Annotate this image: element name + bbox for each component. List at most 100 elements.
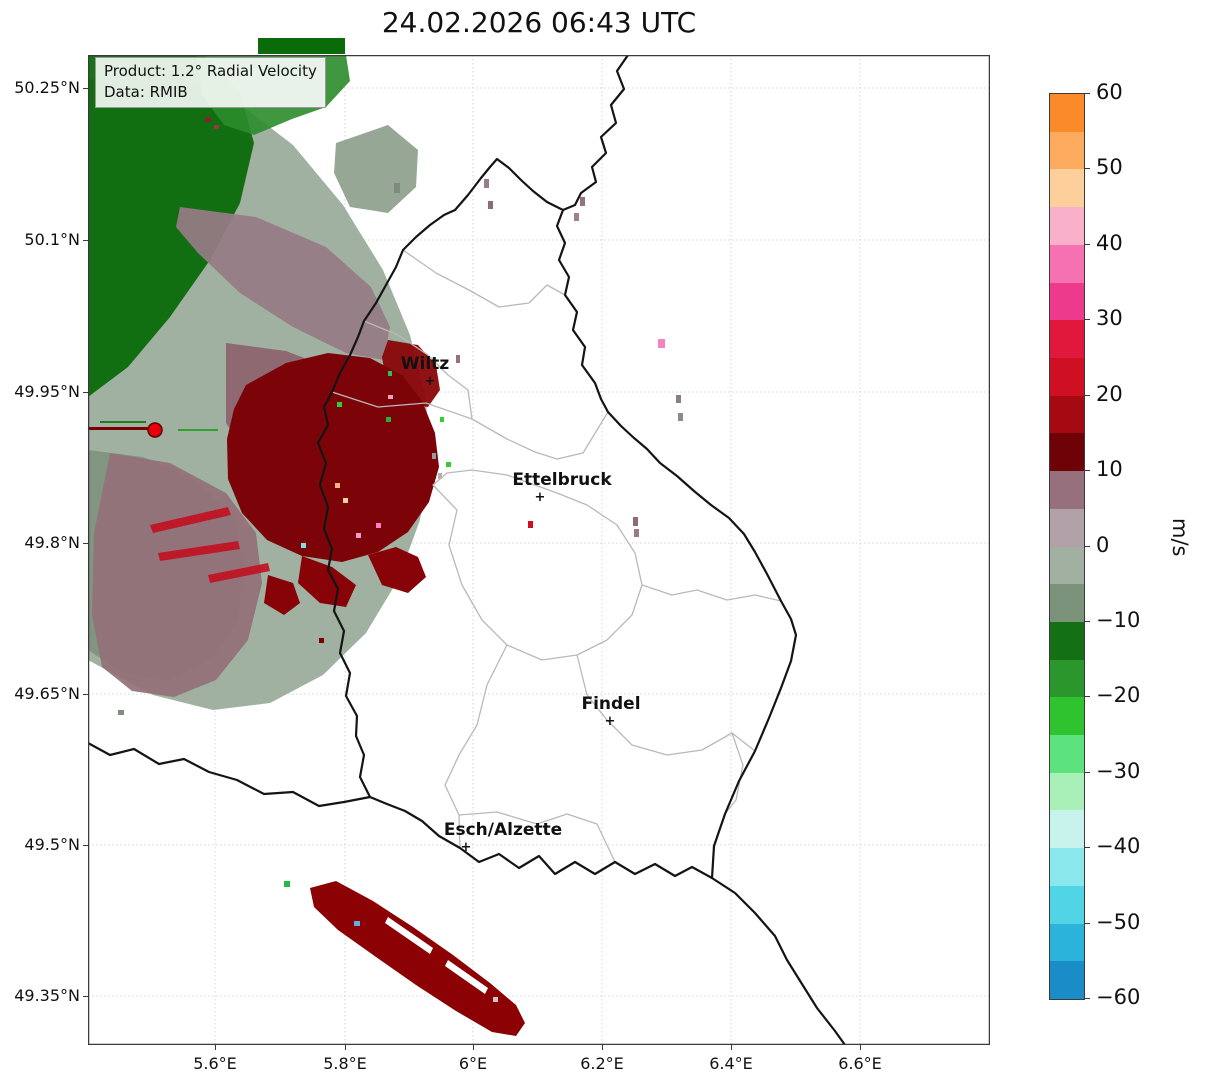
radar-speckle xyxy=(388,371,392,376)
colorbar-tick-label: 0 xyxy=(1096,532,1110,557)
radar-site xyxy=(147,422,163,438)
radar-speckle xyxy=(354,921,360,926)
x-tick-label: 5.8°E xyxy=(323,1054,367,1073)
city-label: Ettelbruck xyxy=(512,470,612,490)
colorbar-segment xyxy=(1050,207,1084,246)
colorbar-segment xyxy=(1050,94,1084,133)
radar-speckle xyxy=(376,523,381,528)
radar-echo-above-frame xyxy=(258,38,345,54)
radar-speckle xyxy=(118,710,124,715)
info-box: Product: 1.2° Radial Velocity Data: RMIB xyxy=(95,57,326,108)
colorbar-segment xyxy=(1050,433,1084,472)
radar-speckle xyxy=(484,179,489,188)
y-tick-mark xyxy=(83,694,88,695)
colorbar-tick-mark xyxy=(1085,319,1090,321)
plot-frame xyxy=(88,55,990,1045)
colorbar-tick-label: −60 xyxy=(1096,985,1141,1009)
y-tick-label: 49.95°N xyxy=(14,382,80,401)
colorbar-tick-mark xyxy=(1085,620,1090,622)
colorbar-segment xyxy=(1050,848,1084,887)
y-tick-mark xyxy=(83,240,88,241)
colorbar-tick-label: 10 xyxy=(1096,457,1123,482)
radar-echo-dark-red-lump-s2 xyxy=(368,547,426,593)
colorbar-tick-mark xyxy=(1085,545,1090,547)
radar-echo-dark-red-main xyxy=(227,353,439,562)
colorbar-segment xyxy=(1050,621,1084,661)
colorbar-segment xyxy=(1050,320,1084,359)
district-border xyxy=(576,654,756,756)
cities: +Wiltz+Ettelbruck+Findel+Esch/Alzette xyxy=(401,354,641,855)
y-tick-label: 49.65°N xyxy=(14,684,80,703)
colorbar-segment xyxy=(1050,810,1084,849)
radar-beam xyxy=(88,427,150,430)
map-plot-area: + Wiltz + Ettelbruck + Findel + Esch/Alzette xyxy=(88,55,990,1045)
radar-speckle xyxy=(301,543,306,548)
x-tick-label: 6.2°E xyxy=(580,1054,624,1073)
colorbar-segment xyxy=(1050,697,1084,736)
x-tick-label: 6.4°E xyxy=(709,1054,753,1073)
colorbar-tick-mark xyxy=(1085,771,1090,773)
y-tick-mark xyxy=(83,392,88,393)
radar-speckle xyxy=(493,997,498,1002)
info-product-line: Product: 1.2° Radial Velocity xyxy=(104,62,317,80)
y-tick-mark xyxy=(83,996,88,997)
colorbar-tick-mark xyxy=(1085,243,1090,245)
colorbar-segment xyxy=(1050,961,1084,999)
radar-echo-red-streak-3 xyxy=(208,563,270,583)
x-tick-mark xyxy=(602,1045,603,1050)
y-tick-mark xyxy=(83,543,88,544)
radar-echo-dark-red-lump-s3 xyxy=(264,575,300,615)
colorbar-tick-mark xyxy=(1085,394,1090,396)
district-border xyxy=(724,732,744,815)
district-border xyxy=(363,320,473,420)
y-tick-label: 50.1°N xyxy=(24,230,80,249)
colorbar-segment xyxy=(1050,357,1084,397)
x-tick-label: 5.6°E xyxy=(193,1054,237,1073)
radar-speckle xyxy=(388,395,393,399)
radar-regions xyxy=(88,55,525,1036)
colorbar-tick-mark xyxy=(1085,696,1090,698)
colorbar-segment xyxy=(1050,282,1084,321)
colorbar-segment xyxy=(1050,508,1084,548)
city-marker: + xyxy=(425,374,436,389)
colorbar xyxy=(1049,93,1085,1000)
y-tick-mark xyxy=(83,88,88,89)
info-data-line: Data: RMIB xyxy=(104,83,188,101)
radar-speckle xyxy=(528,521,533,528)
radar-echo-south-streak-gap-2 xyxy=(445,960,488,994)
radar-beam xyxy=(178,429,218,431)
radar-speckle xyxy=(488,201,493,209)
x-tick-label: 6°E xyxy=(458,1054,488,1073)
colorbar-tick-label: −30 xyxy=(1096,758,1141,783)
colorbar-segment xyxy=(1050,923,1084,962)
radar-speckle xyxy=(394,183,400,193)
radar-speckle xyxy=(386,417,391,422)
colorbar-segment xyxy=(1050,546,1084,585)
radar-speckle xyxy=(356,533,361,538)
radar-speckle xyxy=(658,339,665,348)
colorbar-tick-label: 40 xyxy=(1096,230,1123,255)
radar-speckle xyxy=(205,117,211,122)
country-border xyxy=(316,157,798,880)
colorbar-tick-label: −10 xyxy=(1096,607,1141,632)
colorbar-tick-mark xyxy=(1085,470,1090,472)
district-border xyxy=(458,811,616,863)
colorbar-segment xyxy=(1050,395,1084,435)
radar-speckle xyxy=(676,395,681,403)
radar-echo-dark-red-lump-s1 xyxy=(298,556,356,607)
x-tick-mark xyxy=(473,1045,474,1050)
colorbar-tick-mark xyxy=(1085,93,1090,94)
colorbar-segment xyxy=(1050,584,1084,623)
x-tick-mark xyxy=(215,1045,216,1050)
x-tick-mark xyxy=(345,1045,346,1050)
radar-speckle xyxy=(284,881,290,887)
country-border xyxy=(561,55,630,212)
radar-speckle xyxy=(634,529,639,537)
y-tick-label: 50.25°N xyxy=(14,78,80,97)
radar-speckle xyxy=(432,453,436,459)
country-border xyxy=(710,876,847,1045)
plot-title: 24.02.2026 06:43 UTC xyxy=(381,6,697,39)
colorbar-segments xyxy=(1050,94,1084,999)
inner-borders xyxy=(331,249,782,863)
y-tick-mark xyxy=(83,845,88,846)
